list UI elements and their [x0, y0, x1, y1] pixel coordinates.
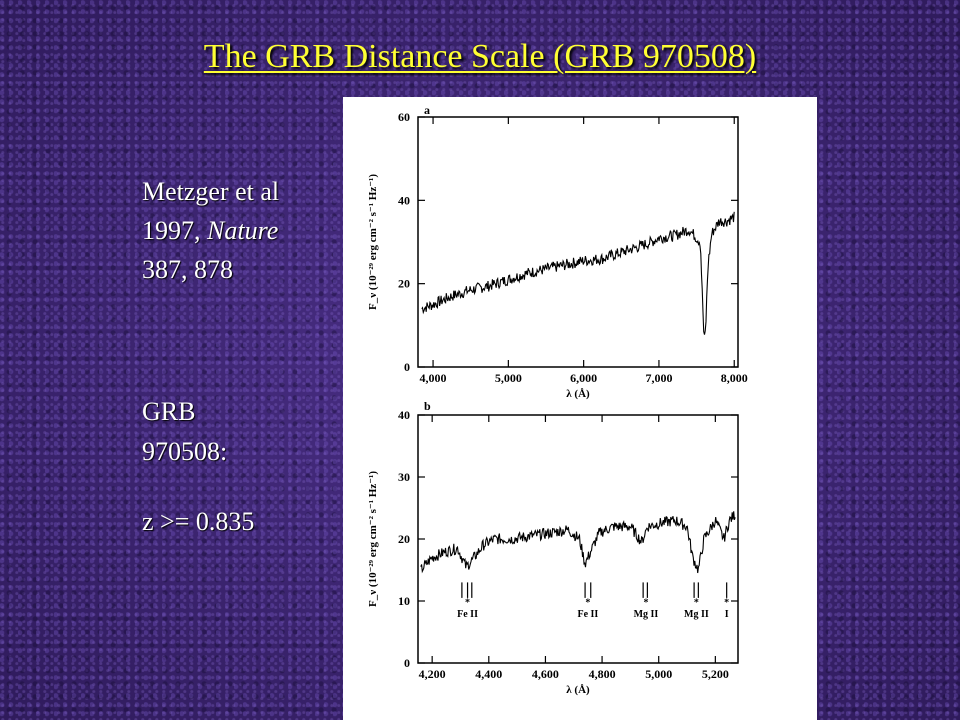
- absorption-label: I: [725, 609, 729, 620]
- y-tick-label: 10: [398, 594, 410, 608]
- y-tick-label: 20: [398, 277, 410, 291]
- x-axis-label: λ (Å): [566, 388, 590, 400]
- citation-block: Metzger et al 1997, Nature 387, 878: [142, 172, 352, 289]
- x-tick-label: 4,200: [419, 667, 446, 681]
- x-tick-label: 5,200: [702, 667, 729, 681]
- panel-letter: a: [424, 103, 430, 117]
- absorption-star: *: [643, 597, 648, 608]
- x-tick-label: 5,000: [495, 371, 522, 385]
- y-tick-label: 40: [398, 408, 410, 422]
- y-tick-label: 40: [398, 193, 410, 207]
- spectrum-panel-b: b 4,200 4,400 4,600 4,800 5,000 5,200 0 10 20 30 40…: [367, 399, 739, 696]
- citation-authors: Metzger et al: [142, 177, 280, 206]
- absorption-star: *: [465, 597, 470, 608]
- absorption-star: *: [724, 597, 729, 608]
- x-tick-label: 8,000: [721, 371, 748, 385]
- citation-year: 1997,: [142, 216, 201, 245]
- absorption-star: *: [585, 597, 590, 608]
- x-tick-label: 4,800: [589, 667, 616, 681]
- spectra-svg: a 4,000 5,000 6,000 7,000 8,000 0 20 40 60 λ (Å) F_…: [367, 103, 748, 696]
- x-tick-label: 6,000: [570, 371, 597, 385]
- x-tick-label: 4,000: [420, 371, 447, 385]
- citation-journal: Nature: [207, 216, 279, 245]
- y-tick-label: 60: [398, 110, 410, 124]
- redshift-value: z >= 0.835: [142, 507, 255, 536]
- x-tick-label: 4,600: [532, 667, 559, 681]
- absorption-label: Fe II: [577, 609, 598, 620]
- y-tick-label: 0: [404, 656, 410, 670]
- grb-id: 970508:: [142, 437, 228, 466]
- y-axis-label: F_ν (10⁻²⁹ erg cm⁻² s⁻¹ Hz⁻¹): [367, 471, 379, 607]
- y-tick-label: 0: [404, 360, 410, 374]
- x-tick-label: 5,000: [645, 667, 672, 681]
- spectrum-line: [420, 511, 736, 574]
- absorption-label: Fe II: [457, 609, 478, 620]
- slide-title: The GRB Distance Scale (GRB 970508): [203, 38, 757, 75]
- x-tick-label: 4,400: [475, 667, 502, 681]
- absorption-star: *: [694, 597, 699, 608]
- x-axis-label: λ (Å): [566, 684, 590, 696]
- citation-year-journal: 1997, Nature: [142, 211, 352, 250]
- y-tick-label: 20: [398, 532, 410, 546]
- citation-pages: 387, 878: [142, 255, 233, 284]
- absorption-label: Mg II: [634, 609, 659, 620]
- absorption-label: Mg II: [684, 609, 709, 620]
- x-tick-label: 7,000: [645, 371, 672, 385]
- grb-label: GRB: [142, 397, 196, 426]
- panel-letter: b: [424, 399, 431, 413]
- y-axis-label: F_ν (10⁻²⁹ erg cm⁻² s⁻¹ Hz⁻¹): [367, 174, 379, 310]
- spectrum-figure: a 4,000 5,000 6,000 7,000 8,000 0 20 40 60 λ (Å) F_…: [343, 97, 817, 720]
- grb-identifier: GRB 970508:: [142, 392, 342, 472]
- y-tick-label: 30: [398, 470, 410, 484]
- spectrum-panel-a: a 4,000 5,000 6,000 7,000 8,000 0 20 40 60 λ (Å) F_…: [367, 103, 748, 400]
- plot-frame: [417, 116, 739, 368]
- spectrum-line: [421, 211, 735, 335]
